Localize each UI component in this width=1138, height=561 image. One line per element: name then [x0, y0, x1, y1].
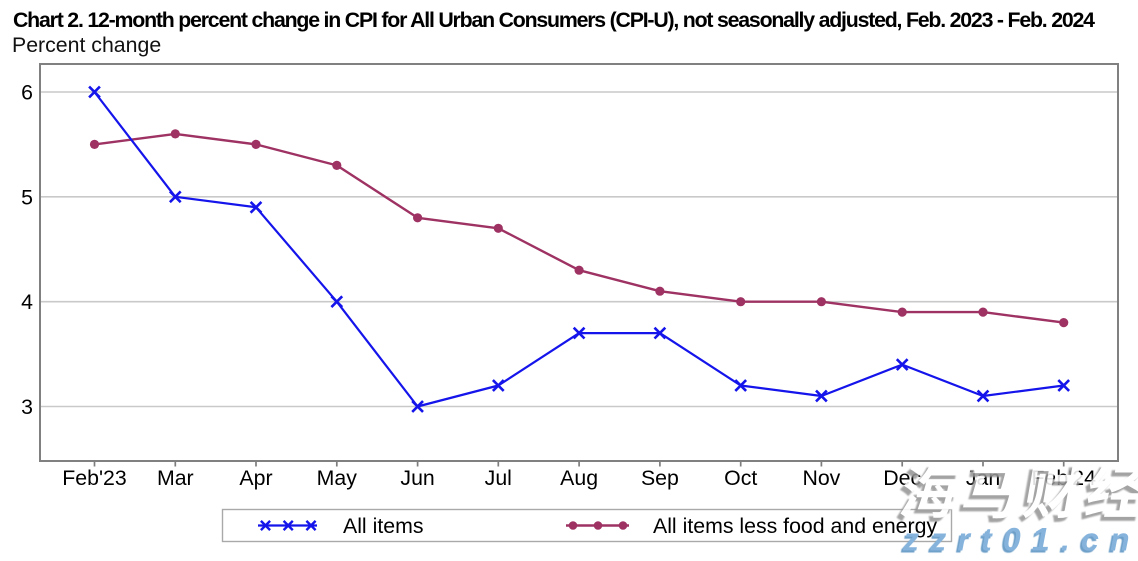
svg-text:Sep: Sep [641, 466, 679, 490]
svg-text:Oct: Oct [724, 466, 757, 490]
svg-text:Feb'23: Feb'23 [62, 466, 126, 490]
svg-text:Mar: Mar [157, 466, 194, 490]
svg-text:Apr: Apr [239, 466, 272, 490]
svg-text:Jun: Jun [400, 466, 434, 490]
svg-text:zzrt01.cn: zzrt01.cn [902, 522, 1138, 557]
svg-text:4: 4 [21, 290, 33, 314]
svg-text:5: 5 [21, 185, 33, 209]
svg-text:Nov: Nov [802, 466, 840, 490]
svg-text:Aug: Aug [560, 466, 598, 490]
svg-text:Percent change: Percent change [12, 33, 161, 57]
svg-text:All items less food and energy: All items less food and energy [653, 514, 937, 538]
svg-text:All items: All items [343, 514, 423, 538]
svg-text:Jul: Jul [485, 466, 512, 490]
svg-text:3: 3 [21, 395, 33, 419]
svg-text:Chart 2. 12-month percent chan: Chart 2. 12-month percent change in CPI … [13, 8, 1095, 32]
svg-text:6: 6 [21, 81, 33, 105]
svg-text:May: May [317, 466, 358, 490]
